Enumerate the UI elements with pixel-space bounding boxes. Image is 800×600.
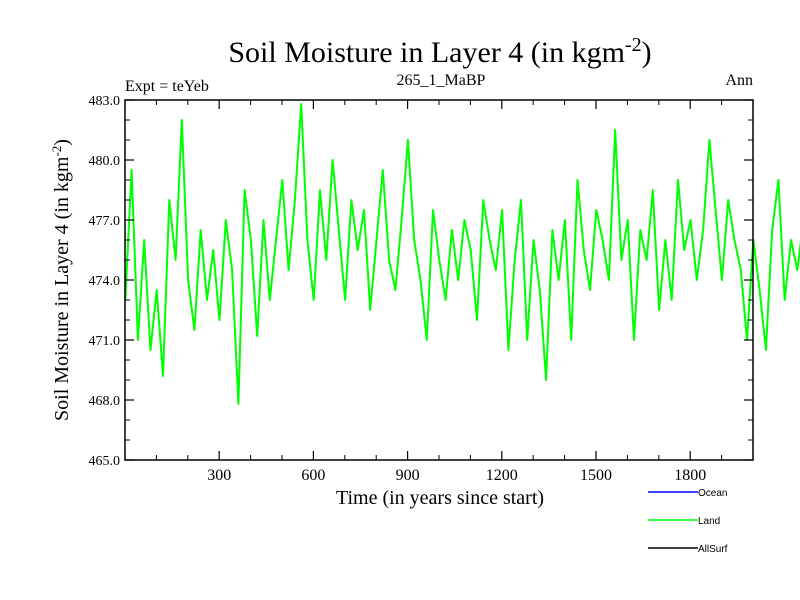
y-tick-label: 483.0 [89,94,121,109]
subtitle-center: 265_1_MaBP [397,72,486,89]
x-tick-label: 1800 [674,467,706,484]
legend: Ocean Land AllSurf [648,488,728,555]
plot-layer [124,103,800,405]
y-tick-label: 471.0 [89,334,121,349]
y-axis-label: Soil Moisture in Layer 4 (in kgm-2) [49,139,73,421]
subtitle-left: Expt = teYeb [125,78,209,95]
chart-title: Soil Moisture in Layer 4 (in kgm-2) [228,34,651,69]
y-tick-label: 480.0 [89,154,121,169]
subtitle-right: Ann [725,72,753,89]
x-tick-label: 300 [207,467,231,484]
legend-label-ocean: Ocean [698,488,727,499]
x-axis-label: Time (in years since start) [336,487,544,509]
x-tick-label: 900 [396,467,420,484]
legend-label-allsurf: AllSurf [698,544,728,555]
legend-label-land: Land [698,516,720,527]
series-line-land [124,103,800,405]
plot-frame [124,99,754,461]
x-tick-label: 600 [301,467,325,484]
x-tick-label: 1500 [580,467,612,484]
y-tick-label: 465.0 [89,454,121,469]
y-tick-label: 474.0 [89,274,121,289]
x-tick-label: 1200 [486,467,518,484]
y-tick-label: 477.0 [89,214,121,229]
y-tick-label: 468.0 [89,394,121,409]
axis-layer: 300 600 900 1200 1500 1800 465.0 468.0 471.0 474.… [89,94,753,484]
